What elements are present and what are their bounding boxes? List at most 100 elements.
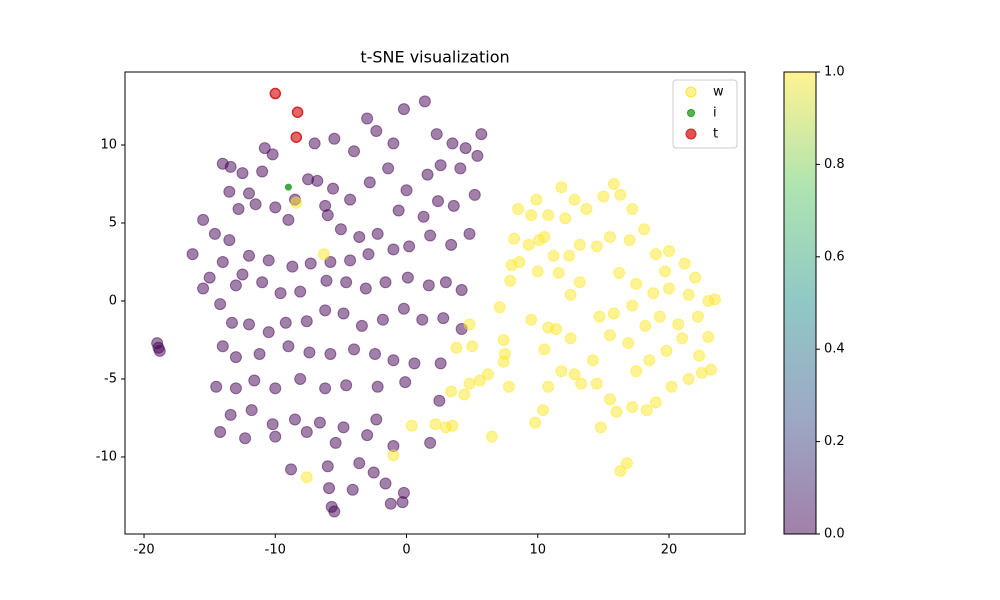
scatter-point [321,460,334,473]
scatter-point [446,419,459,432]
scatter-point [552,266,565,279]
scatter-point [300,471,313,484]
scatter-point [613,266,626,279]
x-tick-label: 20 [661,543,678,558]
scatter-point [311,174,324,187]
scatter-point [563,249,576,262]
scatter-point [445,385,458,398]
scatter-point [376,313,389,326]
scatter-point [463,377,476,390]
scatter-point [245,404,258,417]
scatter-point [279,316,292,329]
scatter-point [493,301,506,314]
scatter-point [266,148,279,161]
x-tick-label: 0 [402,543,410,558]
scatter-point [197,213,210,226]
scatter-point [370,413,383,426]
scatter-point [594,421,607,434]
scatter-point [607,177,620,190]
scatter-point [550,323,563,336]
scatter-point [638,223,651,236]
scatter-point [647,287,660,300]
scatter-point [229,382,242,395]
scatter-point [327,182,340,195]
scatter-point [513,255,526,268]
scatter-point [630,277,643,290]
scatter-point [504,274,517,287]
scatter-point [403,240,416,253]
scatter-point [153,344,166,357]
colorbar-tick-label: 1.0 [824,65,845,80]
scatter-point [361,429,374,442]
y-tick-label: 10 [100,137,117,152]
scatter-point [348,343,361,356]
scatter-point [559,212,572,225]
x-tick-label: 10 [529,543,546,558]
scatter-point [459,142,472,155]
scatter-point [623,234,636,247]
scatter-point [392,204,405,217]
scatter-point [463,318,476,331]
scatter-point [630,365,643,378]
scatter-point [446,137,459,150]
scatter-point [379,477,392,490]
scatter-point [397,302,410,315]
scatter-point [471,149,484,162]
scatter-point [421,168,434,181]
scatter-point [610,405,623,418]
scatter-point [396,496,409,509]
scatter-point [319,304,332,317]
scatter-point [653,310,666,323]
scatter-point [387,243,400,256]
legend-marker [685,86,697,98]
scatter-point [224,408,237,421]
scatter-point [542,209,555,222]
scatter-point [474,374,487,387]
scatter-point [303,346,316,359]
scatter-point [626,299,639,312]
colorbar-tick-label: 0.0 [824,527,845,542]
scatter-point [538,343,551,356]
scatter-point [542,380,555,393]
scatter-point [434,159,447,172]
scatter-point [466,340,479,353]
scatter-point [340,276,353,289]
scatter-point [348,145,361,158]
scatter-point [269,430,282,443]
scatter-point [243,318,256,331]
scatter-point [447,199,460,212]
scatter-point [422,279,435,292]
scatter-point [522,238,535,251]
scatter-point [286,260,299,273]
scatter-point [439,276,452,289]
scatter-point [401,271,414,284]
scatter-point [319,382,332,395]
scatter-point [214,425,227,438]
colorbar-tick-label: 0.2 [824,434,845,449]
x-tick-label: -20 [133,543,154,558]
scatter-point [282,213,295,226]
scatter-point [362,248,375,261]
scatter-point [614,188,627,201]
scatter-point [320,274,333,287]
scatter-point [525,209,538,222]
scatter-point [575,377,588,390]
scatter-point [649,396,662,409]
scatter-point [294,372,307,385]
scatter-point [355,319,368,332]
scatter-point [387,354,400,367]
scatter-point [329,436,342,449]
scatter-point [659,265,672,278]
scatter-point [417,210,430,223]
scatter-point [262,254,275,267]
scatter-point [418,95,431,108]
scatter-point [334,223,347,236]
y-tick-label: 5 [109,215,117,230]
scatter-point [614,464,627,477]
scatter-point [300,315,313,328]
scatter-point [643,354,656,367]
scatter-point [359,282,372,295]
scatter-point [663,245,676,258]
scatter-point [663,282,676,295]
scatter-point [288,413,301,426]
